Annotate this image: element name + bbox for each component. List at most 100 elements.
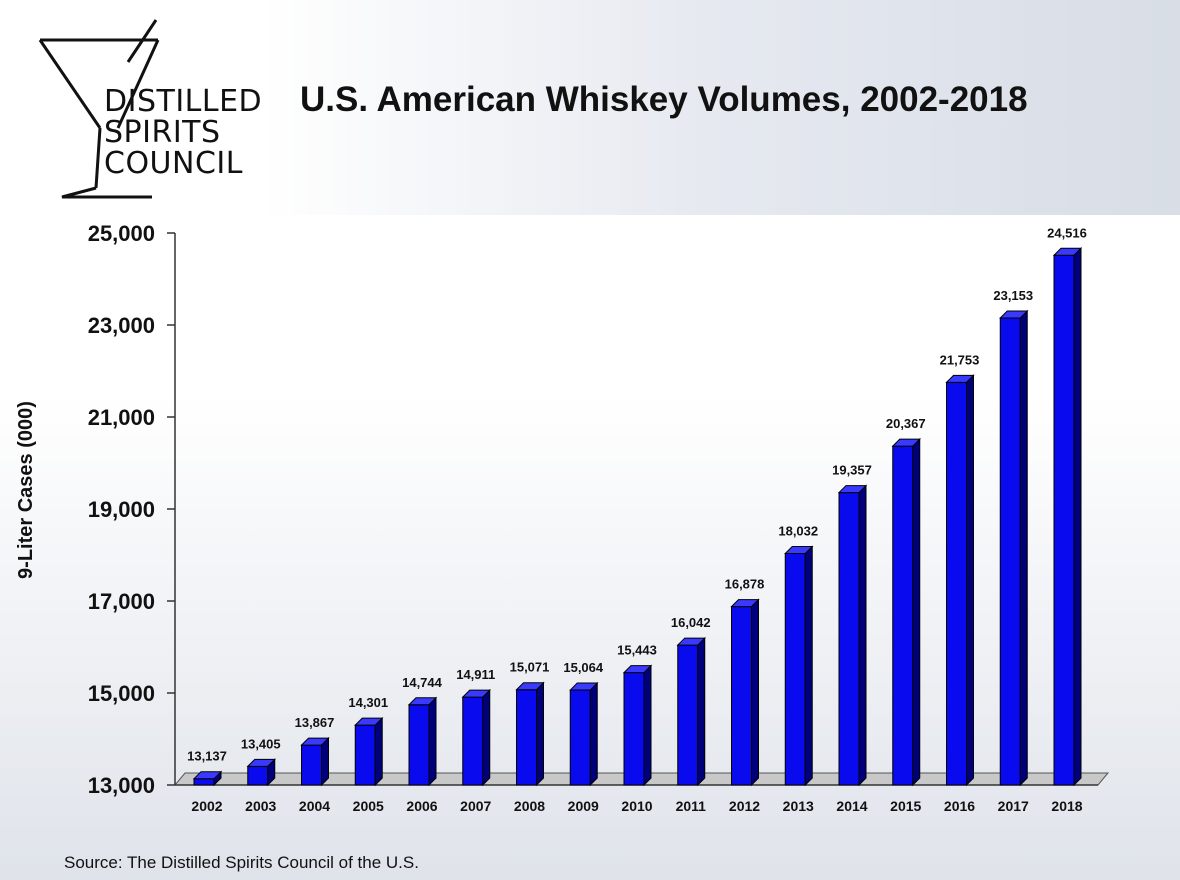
data-label: 14,911	[456, 667, 495, 682]
data-label: 18,032	[778, 524, 818, 539]
bar-face	[677, 644, 699, 786]
bar	[945, 374, 975, 787]
bar-top	[945, 374, 975, 383]
bar	[246, 758, 276, 787]
bar-side	[321, 736, 329, 787]
bar-face	[731, 606, 752, 786]
bar-top	[676, 637, 706, 646]
bar	[730, 598, 760, 787]
bar-side	[589, 681, 598, 787]
bar-top	[891, 438, 921, 447]
bar-top	[837, 485, 868, 494]
x-tick-label: 2002	[191, 798, 222, 814]
bar-face	[354, 724, 376, 786]
bar	[999, 309, 1029, 787]
bar-top	[192, 771, 223, 780]
bar-top	[622, 665, 653, 674]
bar-side	[1073, 247, 1082, 787]
y-tick-label: 15,000	[88, 681, 155, 706]
bar	[1052, 247, 1083, 787]
bar-side	[1019, 309, 1028, 787]
x-tick-label: 2016	[944, 798, 975, 814]
x-tick-label: 2005	[353, 798, 384, 814]
x-tick-label: 2009	[568, 798, 599, 814]
bar-top	[784, 546, 814, 555]
bar-face	[784, 553, 806, 786]
x-tick-label: 2013	[783, 798, 814, 814]
y-tick-label: 23,000	[88, 313, 155, 338]
bar-side	[374, 716, 383, 787]
bar-face	[301, 744, 322, 786]
x-tick-label: 2014	[836, 798, 867, 814]
martini-glass-icon	[38, 19, 160, 199]
bar	[676, 636, 706, 787]
data-label: 16,878	[725, 577, 765, 592]
data-label: 15,443	[617, 643, 657, 658]
source-note: Source: The Distilled Spirits Council of…	[64, 853, 419, 872]
bar-side	[804, 545, 813, 787]
data-label: 13,867	[295, 715, 335, 730]
chart-labels: 13,137 2002 13,405 2003 13,867 2004 14,301 2005…	[187, 225, 1087, 814]
page-title: U.S. American Whiskey Volumes, 2002-2018	[300, 80, 1028, 119]
bar-top	[461, 689, 491, 698]
logo: DISTILLED SPIRITS COUNCIL	[0, 0, 265, 215]
bar-top	[999, 310, 1029, 319]
bar-face	[569, 689, 591, 786]
bar-side	[482, 688, 491, 787]
bar-side	[536, 681, 544, 787]
y-axis-label: 9-Liter Cases (000)	[15, 401, 37, 579]
data-label: 19,357	[832, 463, 872, 478]
bar	[784, 545, 814, 787]
logo-text-line-3: COUNCIL	[104, 146, 243, 181]
data-label: 23,153	[993, 288, 1033, 303]
y-tick-label: 21,000	[88, 405, 155, 430]
bar-side	[697, 636, 706, 787]
bar-face	[623, 672, 645, 786]
x-tick-label: 2012	[729, 798, 760, 814]
bar-side	[858, 484, 867, 787]
bar-top	[515, 682, 545, 691]
bar-side	[428, 696, 437, 787]
x-tick-label: 2011	[676, 798, 707, 814]
bar	[461, 688, 491, 787]
bar-side	[966, 374, 974, 787]
data-label: 14,744	[402, 675, 443, 690]
x-tick-label: 2004	[299, 798, 330, 814]
x-tick-label: 2018	[1051, 798, 1082, 814]
x-tick-label: 2015	[890, 798, 921, 814]
data-label: 13,137	[187, 749, 227, 764]
data-label: 15,064	[563, 660, 604, 675]
bar	[354, 716, 384, 787]
bar-face	[193, 778, 215, 786]
y-tick-label: 19,000	[88, 497, 155, 522]
bar-top	[246, 758, 276, 767]
data-label: 20,367	[886, 416, 926, 431]
data-label: 16,042	[671, 615, 711, 630]
bar-face	[946, 381, 967, 786]
bar-top	[1052, 247, 1083, 256]
bar-face	[247, 765, 269, 786]
bar-face	[408, 704, 430, 786]
y-tick-label: 13,000	[88, 773, 155, 798]
x-tick-label: 2003	[245, 798, 276, 814]
x-tick-label: 2017	[998, 798, 1029, 814]
bar-side	[751, 598, 759, 787]
bar-face	[1053, 254, 1075, 786]
logo-text-line-2: SPIRITS	[104, 115, 221, 150]
bar-side	[643, 664, 652, 787]
bar-top	[407, 697, 438, 706]
bar-top	[569, 682, 599, 691]
bar-face	[999, 317, 1021, 786]
data-label: 15,071	[510, 660, 550, 675]
y-tick-label: 17,000	[88, 589, 155, 614]
x-tick-label: 2006	[406, 798, 437, 814]
x-tick-label: 2008	[514, 798, 545, 814]
bar-top	[730, 599, 760, 608]
data-label: 24,516	[1047, 225, 1087, 240]
data-label: 14,301	[348, 695, 388, 710]
x-tick-label: 2007	[460, 798, 491, 814]
logo-text-line-1: DISTILLED	[104, 84, 263, 119]
bar-face	[892, 445, 914, 786]
bar-top	[354, 717, 384, 726]
bar	[300, 736, 330, 787]
